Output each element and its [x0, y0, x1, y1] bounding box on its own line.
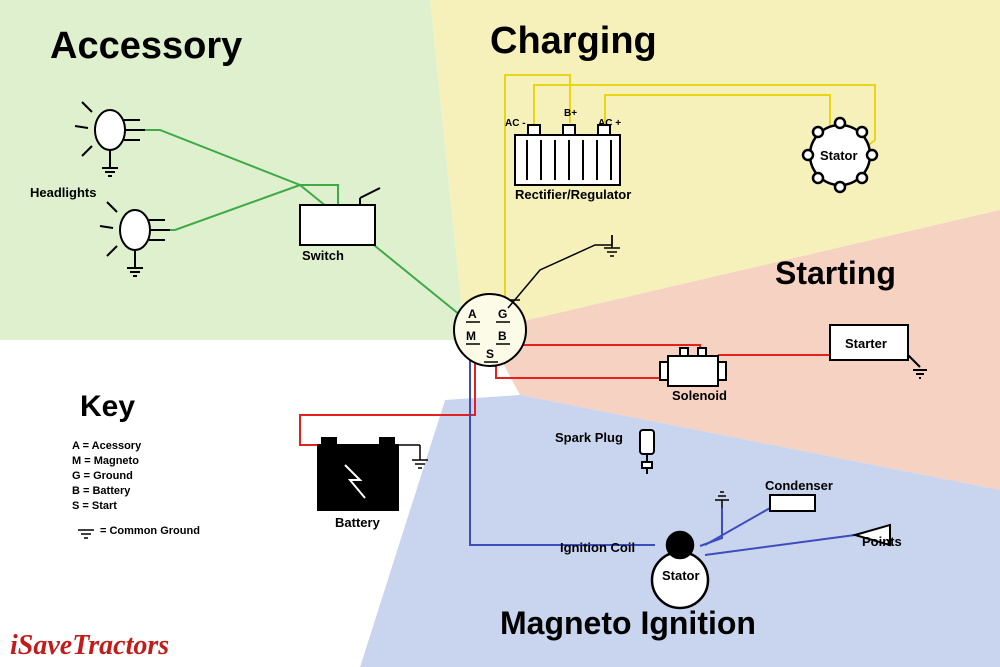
key-line: G = Ground — [72, 470, 133, 482]
spark-plug-icon — [640, 430, 654, 474]
wiring-diagram: A M G B S — [0, 0, 1000, 667]
svg-text:S: S — [486, 347, 494, 361]
ignition-coil-label: Ignition Coil — [560, 540, 635, 555]
svg-text:G: G — [498, 307, 507, 321]
svg-text:M: M — [466, 329, 476, 343]
starter-label: Starter — [845, 336, 887, 351]
key-line: M = Magneto — [72, 455, 139, 467]
charging-title: Charging — [490, 20, 657, 63]
stator-bottom-label: Stator — [662, 568, 700, 583]
accessory-title: Accessory — [50, 25, 242, 68]
condenser-icon — [770, 495, 815, 511]
headlights-label: Headlights — [30, 185, 96, 200]
points-label: Points — [862, 534, 902, 549]
key-line: B = Battery — [72, 485, 130, 497]
rectifier-icon — [515, 125, 620, 185]
spark-plug-label: Spark Plug — [555, 430, 623, 445]
magneto-title: Magneto Ignition — [500, 605, 756, 642]
ac-minus-label: AC - — [505, 118, 526, 129]
condenser-label: Condenser — [765, 478, 833, 493]
key-title: Key — [80, 390, 135, 424]
solenoid-label: Solenoid — [672, 388, 727, 403]
switch-label: Switch — [302, 248, 344, 263]
starting-title: Starting — [775, 255, 896, 292]
key-ground: = Common Ground — [100, 525, 200, 537]
rectifier-label: Rectifier/Regulator — [515, 187, 631, 202]
b-plus-label: B+ — [564, 108, 577, 119]
ac-plus-label: AC + — [598, 118, 621, 129]
stator-top-label: Stator — [820, 148, 858, 163]
key-line: S = Start — [72, 500, 117, 512]
brand-text: iSaveTractors — [10, 630, 169, 662]
ignition-switch: A M G B S — [454, 294, 526, 366]
battery-label: Battery — [335, 515, 380, 530]
svg-text:A: A — [468, 307, 477, 321]
svg-text:B: B — [498, 329, 507, 343]
battery-icon — [318, 438, 398, 510]
key-line: A = Acessory — [72, 440, 141, 452]
